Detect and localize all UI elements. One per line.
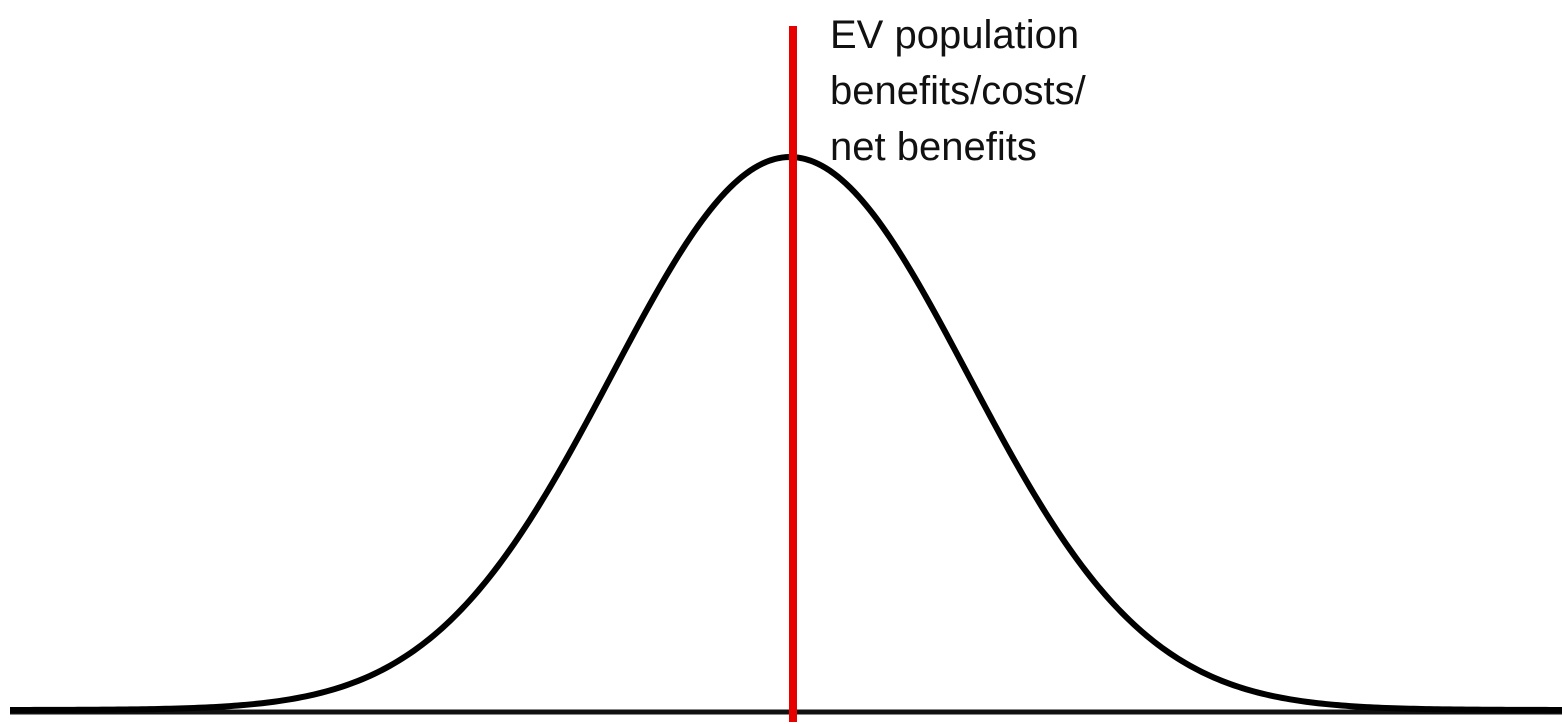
annotation: EV population benefits/costs/ net benefi…: [830, 13, 1087, 169]
annotation-line: EV population: [830, 13, 1079, 57]
bell-curve: [10, 153, 1562, 713]
annotation-line: benefits/costs/: [830, 69, 1087, 113]
annotation-line: net benefits: [830, 125, 1037, 169]
